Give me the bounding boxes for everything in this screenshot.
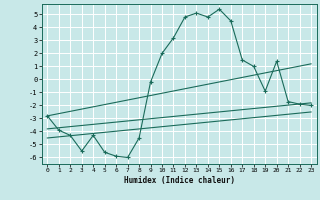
X-axis label: Humidex (Indice chaleur): Humidex (Indice chaleur) bbox=[124, 176, 235, 185]
